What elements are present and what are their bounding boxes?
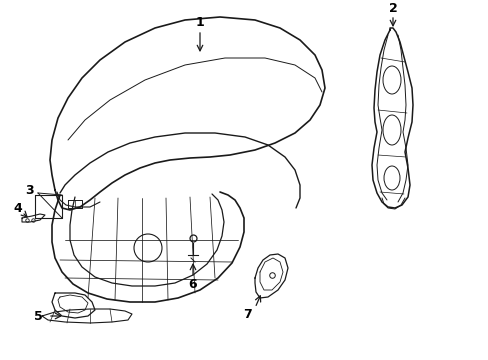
Text: 2: 2 bbox=[388, 1, 397, 14]
Text: 5: 5 bbox=[34, 310, 42, 323]
Text: 3: 3 bbox=[26, 184, 34, 197]
Text: 1: 1 bbox=[195, 15, 204, 28]
Text: 6: 6 bbox=[188, 279, 197, 292]
Text: 7: 7 bbox=[243, 309, 252, 321]
Text: 4: 4 bbox=[14, 202, 22, 215]
